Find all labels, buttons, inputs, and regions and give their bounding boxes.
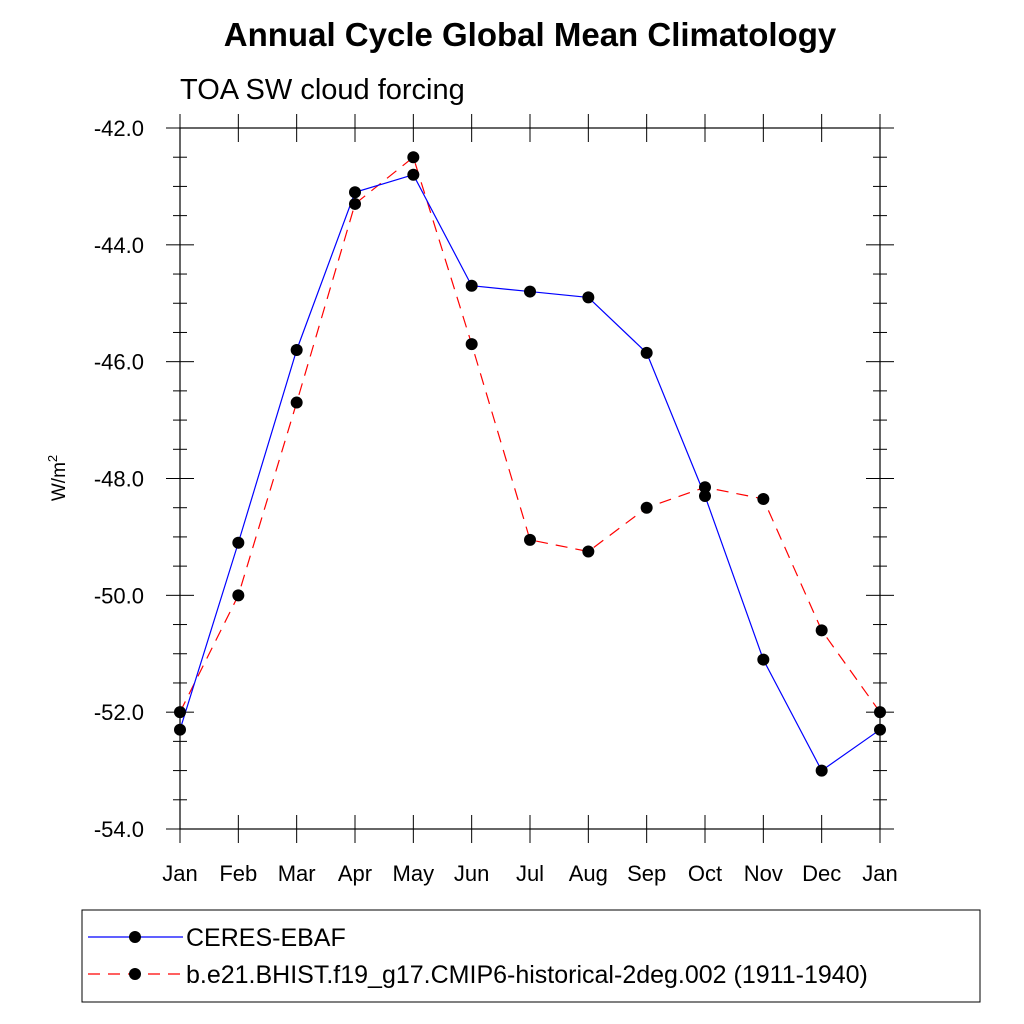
data-point (640, 501, 653, 514)
data-point (232, 536, 245, 549)
x-tick-label: Jul (516, 861, 544, 886)
legend-items: CERES-EBAF b.e21.BHIST.f19_g17.CMIP6-hist… (88, 924, 868, 989)
y-axis-label-text: W/m (49, 462, 70, 501)
data-point (407, 151, 420, 164)
data-point (815, 624, 828, 637)
y-tick-label: -48.0 (94, 467, 144, 492)
data-point (290, 343, 303, 356)
data-point (699, 490, 711, 503)
x-tick-label: Jan (862, 861, 897, 886)
y-tick-label: -50.0 (94, 583, 144, 608)
data-point (407, 168, 420, 181)
x-tick-label: Mar (278, 861, 316, 886)
x-tick-label: Nov (744, 861, 783, 886)
data-point (174, 723, 186, 736)
data-point (815, 764, 828, 777)
data-point (640, 346, 653, 359)
legend-label: CERES-EBAF (186, 924, 346, 952)
x-tick-label: Apr (338, 861, 372, 886)
data-point (465, 338, 478, 351)
y-tick-label: -54.0 (94, 817, 144, 842)
data-point (699, 481, 711, 494)
series-line (179, 174, 881, 772)
series-layer (174, 151, 886, 777)
chart-subtitle: TOA SW cloud forcing (180, 74, 465, 106)
data-point (874, 723, 886, 736)
data-point (874, 706, 886, 719)
y-tick-label: -46.0 (94, 350, 144, 375)
x-tick-label: Oct (688, 861, 722, 886)
series-line (179, 156, 881, 713)
data-point (582, 545, 595, 558)
data-point (174, 706, 186, 719)
data-point (349, 197, 361, 210)
x-tick-label: Aug (569, 861, 608, 886)
y-tick-label: -44.0 (94, 233, 144, 258)
legend: CERES-EBAF b.e21.BHIST.f19_g17.CMIP6-hist… (81, 909, 981, 1003)
x-tick-label: Jun (454, 861, 489, 886)
y-axis-label-superscript: 2 (45, 455, 60, 462)
legend-box (81, 909, 981, 1003)
svg-text:W/m2: W/m2 (45, 455, 70, 501)
x-tick-label: Sep (627, 861, 666, 886)
data-point (290, 396, 303, 409)
legend-marker (129, 931, 141, 943)
x-tick-label: Feb (219, 861, 257, 886)
data-point (349, 186, 361, 199)
legend-label: b.e21.BHIST.f19_g17.CMIP6-historical-2de… (186, 961, 868, 989)
chart-title: Annual Cycle Global Mean Climatology (224, 16, 837, 53)
data-point (524, 533, 536, 546)
data-point (582, 291, 595, 304)
x-tick-label: Dec (802, 861, 841, 886)
legend-marker (129, 968, 141, 980)
x-tick-label: Jan (162, 861, 197, 886)
data-point (232, 589, 245, 602)
x-tick-label: May (393, 861, 435, 886)
data-point (524, 285, 536, 298)
data-point (465, 279, 478, 292)
y-tick-label: -42.0 (94, 116, 144, 141)
data-point (757, 653, 770, 666)
data-point (757, 492, 770, 505)
plot-area-frame (179, 127, 881, 830)
y-axis-label: W/m2 (45, 455, 70, 501)
y-tick-label: -52.0 (94, 700, 144, 725)
axes: -42.0 -44.0 -46.0 -48.0 -50.0 -52.0 -54.0 Jan Fe… (94, 114, 898, 886)
